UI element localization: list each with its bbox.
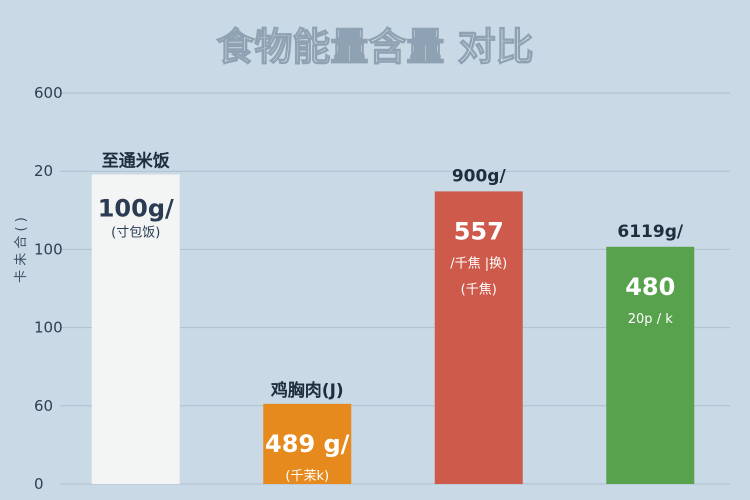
y-tick-labels: 0 60 100 100 20 600 [34, 84, 63, 493]
data-label-top: 6119g/ [617, 222, 683, 242]
data-label-sub2: (千焦) [461, 282, 497, 297]
y-tick-label: 600 [34, 84, 63, 102]
y-tick-label: 100 [34, 319, 63, 337]
data-label-main: 100g/ [98, 194, 174, 222]
bars [91, 174, 695, 485]
category-label: 至通米饭 [102, 150, 170, 171]
category-label: 鸡胸肉(J) [270, 380, 344, 401]
y-tick-label: 20 [34, 162, 53, 180]
data-label-main: 480 [625, 273, 675, 301]
data-label-main: 489 g/ [265, 430, 350, 458]
data-label-top: 900g/ [452, 166, 507, 186]
data-labels: 至通米饭 100g/ (寸包饭) 鸡胸肉(J) 489 g/ (千茉k) 900g/557 /… [98, 150, 684, 483]
y-axis-label: 卡 未 合 ( ) [14, 217, 29, 283]
y-tick-label: 100 [34, 240, 63, 258]
y-tick-label: 60 [34, 397, 53, 415]
data-label-sub: (寸包饭) [111, 225, 160, 240]
bar [606, 246, 695, 484]
chart-title: 食物能量含量 对比 [216, 25, 533, 69]
bar [263, 403, 352, 484]
bar [434, 191, 523, 484]
data-label-main: 557 [454, 217, 504, 245]
data-label-sub: /千焦 |换) [450, 256, 507, 271]
data-label-sub: 20p / k [628, 312, 673, 327]
bar [91, 174, 180, 485]
data-label-sub: (千茉k) [285, 469, 329, 484]
y-tick-label: 0 [34, 475, 44, 493]
